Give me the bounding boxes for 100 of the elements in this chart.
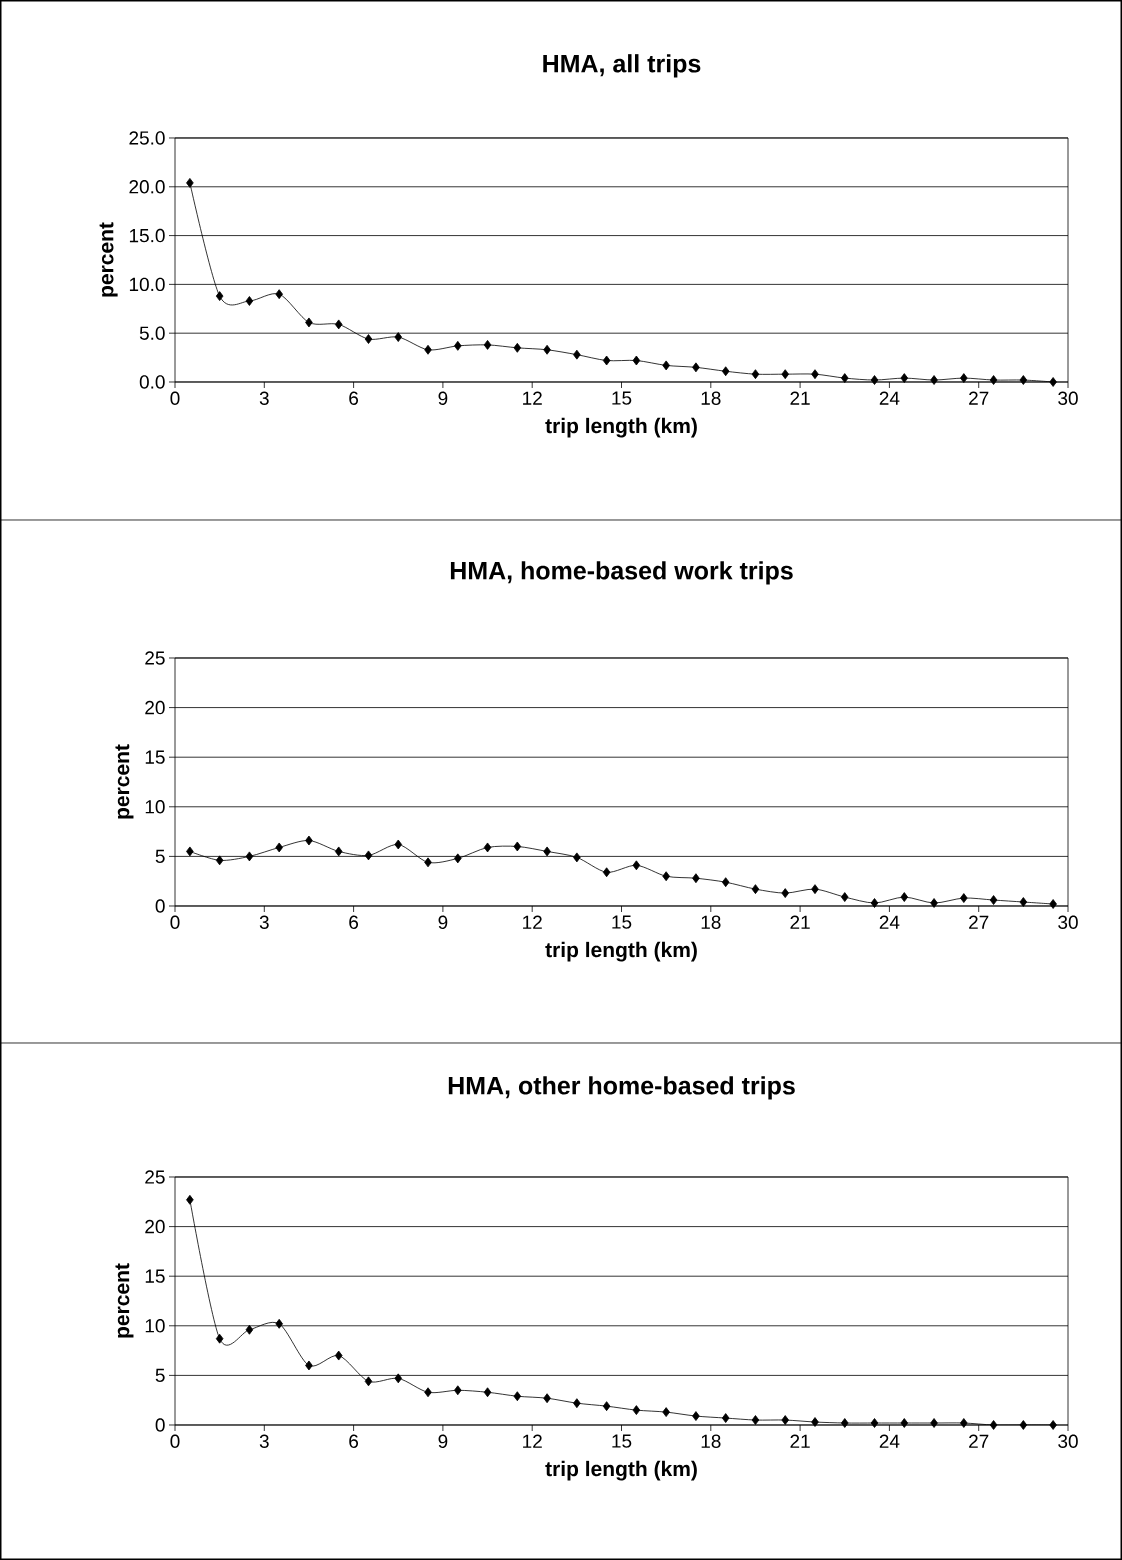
y-tick-label: 20.0 xyxy=(129,180,165,194)
point xyxy=(692,873,700,884)
chart-title: HMA, home-based work trips xyxy=(450,561,793,585)
x-tick-label: 27 xyxy=(969,391,989,405)
point xyxy=(1049,1420,1057,1430)
point xyxy=(573,852,581,863)
point xyxy=(1049,899,1057,909)
point xyxy=(305,1360,313,1371)
point xyxy=(751,884,760,895)
x-tick-label: 12 xyxy=(523,391,542,405)
x-axis-title: trip length (km) xyxy=(545,1460,697,1481)
x-tick-label: 9 xyxy=(438,915,448,929)
point xyxy=(632,1405,641,1416)
point xyxy=(1019,375,1028,385)
point xyxy=(811,369,819,380)
x-tick-label: 0 xyxy=(170,1434,180,1448)
point xyxy=(364,1376,373,1387)
point xyxy=(870,375,879,385)
point xyxy=(960,373,968,383)
y-tick-label: 5.0 xyxy=(139,326,165,340)
x-tick-label: 18 xyxy=(701,1434,721,1448)
x-tick-label: 12 xyxy=(523,915,542,929)
point xyxy=(781,888,789,898)
point xyxy=(662,871,670,882)
point xyxy=(751,369,760,380)
point xyxy=(632,355,641,366)
x-axis-title: trip length (km) xyxy=(545,941,697,962)
point xyxy=(186,1194,194,1205)
point xyxy=(424,857,432,868)
x-tick-label: 3 xyxy=(259,915,269,929)
x-tick-label: 24 xyxy=(879,391,900,405)
x-tick-label: 6 xyxy=(349,915,359,929)
x-tick-label: 3 xyxy=(259,1434,269,1448)
point xyxy=(840,892,849,902)
point xyxy=(602,1401,611,1412)
y-tick-label: 20 xyxy=(145,700,165,715)
point xyxy=(930,1418,938,1428)
y-tick-label: 25 xyxy=(145,1170,165,1184)
point xyxy=(394,839,403,850)
y-axis-title: percent xyxy=(115,744,134,819)
point xyxy=(513,342,522,353)
point xyxy=(305,317,313,328)
point xyxy=(215,855,224,866)
point xyxy=(811,1417,819,1427)
point xyxy=(1019,897,1028,907)
point xyxy=(394,1373,403,1384)
point xyxy=(989,895,998,905)
point xyxy=(692,362,700,373)
point xyxy=(543,846,551,857)
x-tick-label: 15 xyxy=(612,915,632,929)
x-tick-label: 27 xyxy=(969,1434,989,1448)
point xyxy=(483,1387,492,1398)
point xyxy=(721,1413,730,1423)
x-tick-label: 0 xyxy=(170,915,180,929)
x-tick-label: 30 xyxy=(1058,1434,1078,1448)
point xyxy=(870,898,879,908)
point xyxy=(186,846,194,857)
point xyxy=(960,893,968,903)
y-tick-label: 25.0 xyxy=(129,131,165,145)
point xyxy=(364,334,373,344)
point xyxy=(751,1415,760,1425)
point xyxy=(543,1393,551,1404)
point xyxy=(454,340,462,351)
point xyxy=(900,1418,909,1428)
x-tick-label: 12 xyxy=(523,1434,542,1448)
x-tick-label: 18 xyxy=(701,915,721,929)
point xyxy=(662,360,670,371)
chart-title: HMA, all trips xyxy=(543,54,701,78)
x-tick-label: 15 xyxy=(612,391,632,405)
point xyxy=(602,355,611,366)
point xyxy=(930,898,938,908)
point xyxy=(275,289,283,300)
y-tick-label: 25 xyxy=(145,651,165,665)
point xyxy=(215,291,224,301)
y-axis-title: percent xyxy=(115,1263,134,1338)
y-tick-label: 20 xyxy=(145,1219,165,1234)
y-tick-label: 15 xyxy=(145,750,165,764)
point xyxy=(989,1420,998,1430)
point xyxy=(989,375,998,385)
point xyxy=(930,375,938,385)
point xyxy=(811,884,819,895)
point xyxy=(692,1411,700,1421)
point xyxy=(840,1418,849,1428)
point xyxy=(900,892,909,902)
point xyxy=(543,344,551,355)
point xyxy=(424,344,432,355)
point xyxy=(573,1398,581,1409)
point xyxy=(364,850,373,861)
y-tick-label: 10.0 xyxy=(129,277,165,292)
point xyxy=(334,1350,343,1361)
x-tick-label: 6 xyxy=(349,1434,359,1448)
point xyxy=(781,369,789,380)
point xyxy=(245,296,254,306)
y-tick-label: 0.0 xyxy=(139,375,165,389)
point xyxy=(483,842,492,853)
point xyxy=(662,1407,670,1417)
x-tick-label: 3 xyxy=(259,391,269,405)
x-tick-label: 6 xyxy=(349,391,359,405)
point xyxy=(573,349,581,360)
point xyxy=(781,1415,789,1425)
